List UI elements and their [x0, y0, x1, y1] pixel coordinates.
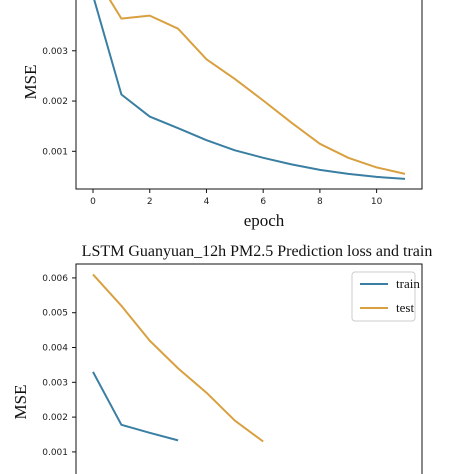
- x-tick-label: 2: [147, 197, 153, 207]
- x-ticks: 0 2 4 6 8 10: [90, 189, 383, 207]
- y-tick-label: 0.003: [42, 47, 68, 57]
- chart-top: 0.001 0.002 0.003 0 2 4 6 8 10 MSE epoch: [21, 0, 423, 230]
- x-tick-label: 10: [371, 197, 383, 207]
- series-line-series-1: [108, 0, 406, 175]
- y-tick-label: 0.004: [42, 344, 68, 354]
- chart-title: LSTM Guanyuan_12h PM2.5 Prediction loss …: [82, 243, 433, 260]
- legend-label-train: train: [396, 276, 420, 291]
- y-tick-label: 0.001: [42, 448, 68, 458]
- series-group: [92, 273, 264, 443]
- y-axis-label: MSE: [21, 65, 40, 100]
- y-ticks: 0.001 0.002 0.003 0.004 0.005 0.006: [42, 274, 76, 458]
- series-group: [93, 0, 406, 180]
- plot-frame: [75, 263, 423, 474]
- y-tick-label: 0.006: [42, 274, 68, 284]
- y-tick-label: 0.002: [42, 97, 68, 107]
- legend-label-test: test: [396, 300, 414, 315]
- y-axis-label: MSE: [11, 385, 30, 420]
- y-tick-label: 0.002: [42, 413, 68, 423]
- series-line-train: [92, 371, 179, 442]
- y-tick-label: 0.001: [42, 147, 68, 157]
- x-tick-label: 0: [90, 197, 96, 207]
- y-tick-label: 0.003: [42, 378, 68, 388]
- plot-frame: [75, 0, 423, 190]
- y-ticks: 0.001 0.002 0.003: [42, 47, 76, 157]
- x-axis-label: epoch: [244, 211, 285, 230]
- series-line-test: [92, 273, 264, 443]
- x-tick-label: 8: [317, 197, 323, 207]
- chart-bottom: 0.001 0.002 0.003 0.004 0.005 0.006 MSE train…: [11, 263, 423, 474]
- x-tick-label: 6: [260, 197, 266, 207]
- x-tick-label: 4: [204, 197, 210, 207]
- legend: train test: [351, 271, 420, 322]
- y-tick-label: 0.005: [42, 309, 68, 319]
- series-line-series-0: [93, 0, 406, 180]
